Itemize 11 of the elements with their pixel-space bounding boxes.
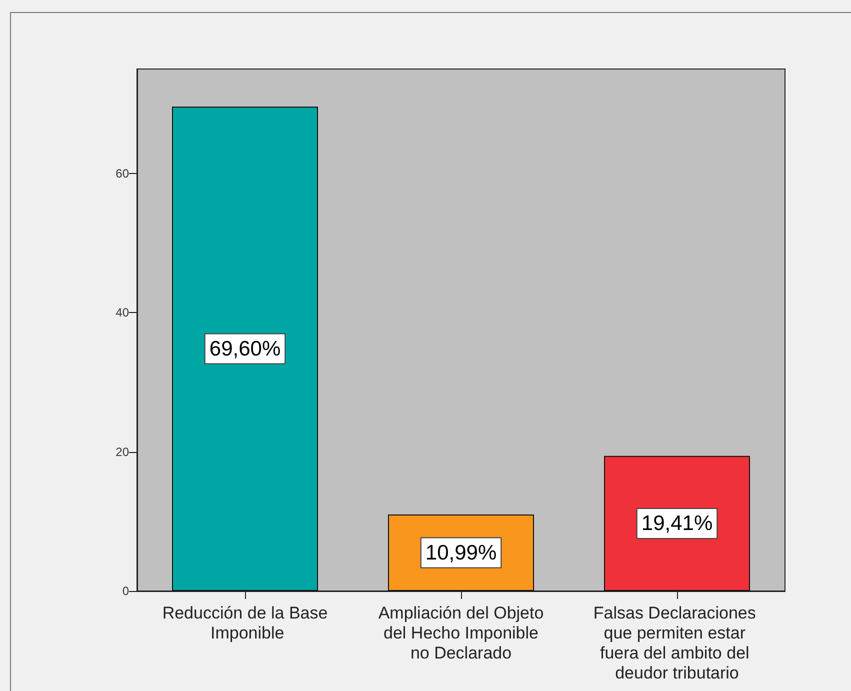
x-tick-label: Falsas Declaraciones que permiten estar fuera del ambito del deudor tributario <box>593 604 761 682</box>
y-tick-label: 60 <box>116 166 130 180</box>
x-tick-label: Reducción de la Base Imponible <box>162 604 328 642</box>
x-tick-label: Ampliación del Objeto del Hecho Imponible no Declarado <box>378 604 544 662</box>
y-tick-label: 0 <box>122 584 130 598</box>
data-label: 10,99% <box>425 541 497 564</box>
bar <box>172 106 318 591</box>
data-label: 69,60% <box>209 337 281 360</box>
y-tick-label: 20 <box>116 444 130 459</box>
data-label: 19,41% <box>641 512 713 535</box>
y-tick-label: 40 <box>116 306 130 320</box>
